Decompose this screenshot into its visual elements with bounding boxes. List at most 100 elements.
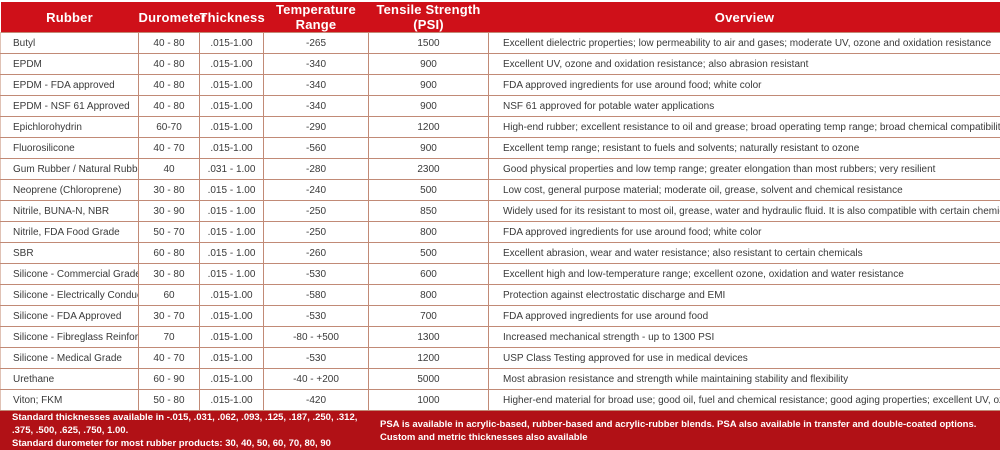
cell-tensile-strength: 2300 [369,159,489,180]
cell-tensile-strength: 800 [369,222,489,243]
cell-durometer: 40 - 70 [139,138,200,159]
cell-thickness: .031 - 1.00 [200,159,264,180]
cell-temperature-range: -580 [264,285,369,306]
cell-tensile-strength: 900 [369,75,489,96]
cell-tensile-strength: 900 [369,96,489,117]
footer-standard-thicknesses: Standard thicknesses available in -.015,… [12,411,372,437]
cell-durometer: 50 - 80 [139,390,200,411]
cell-thickness: .015 - 1.00 [200,222,264,243]
cell-thickness: .015 - 1.00 [200,201,264,222]
cell-thickness: .015-1.00 [200,33,264,54]
cell-tensile-strength: 600 [369,264,489,285]
cell-overview: USP Class Testing approved for use in me… [489,348,1000,369]
cell-temperature-range: -250 [264,222,369,243]
cell-durometer: 40 - 80 [139,75,200,96]
cell-tensile-strength: 1200 [369,117,489,138]
cell-rubber: Urethane [1,369,139,390]
cell-overview: Higher-end material for broad use; good … [489,390,1000,411]
cell-temperature-range: -40 - +200 [264,369,369,390]
cell-rubber: SBR [1,243,139,264]
column-header-overview: Overview [489,2,1000,33]
cell-overview: High-end rubber; excellent resistance to… [489,117,1000,138]
cell-overview: Most abrasion resistance and strength wh… [489,369,1000,390]
cell-rubber: Neoprene (Chloroprene) [1,180,139,201]
cell-thickness: .015-1.00 [200,369,264,390]
cell-durometer: 40 - 70 [139,348,200,369]
cell-durometer: 60-70 [139,117,200,138]
cell-temperature-range: -340 [264,75,369,96]
cell-overview: Increased mechanical strength - up to 13… [489,327,1000,348]
cell-durometer: 60 - 90 [139,369,200,390]
cell-tensile-strength: 700 [369,306,489,327]
cell-thickness: .015-1.00 [200,348,264,369]
cell-rubber: EPDM - FDA approved [1,75,139,96]
cell-temperature-range: -250 [264,201,369,222]
cell-temperature-range: -265 [264,33,369,54]
cell-tensile-strength: 500 [369,243,489,264]
cell-temperature-range: -530 [264,264,369,285]
cell-overview: Low cost, general purpose material; mode… [489,180,1000,201]
cell-durometer: 30 - 80 [139,264,200,285]
cell-thickness: .015-1.00 [200,306,264,327]
cell-durometer: 50 - 70 [139,222,200,243]
table-row: Silicone - Electrically Conductive60.015… [1,285,1000,306]
cell-rubber: Fluorosilicone [1,138,139,159]
cell-overview: FDA approved ingredients for use around … [489,75,1000,96]
cell-temperature-range: -340 [264,96,369,117]
cell-rubber: EPDM - NSF 61 Approved [1,96,139,117]
cell-durometer: 70 [139,327,200,348]
cell-thickness: .015 - 1.00 [200,264,264,285]
cell-tensile-strength: 1500 [369,33,489,54]
cell-temperature-range: -530 [264,306,369,327]
cell-durometer: 40 - 80 [139,54,200,75]
cell-rubber: Gum Rubber / Natural Rubber [1,159,139,180]
cell-durometer: 60 - 80 [139,243,200,264]
cell-durometer: 30 - 80 [139,180,200,201]
column-header-durometer: Durometer [139,2,200,33]
cell-rubber: Nitrile, BUNA-N, NBR [1,201,139,222]
cell-overview: Widely used for its resistant to most oi… [489,201,1000,222]
cell-durometer: 40 - 80 [139,33,200,54]
cell-tensile-strength: 850 [369,201,489,222]
cell-tensile-strength: 5000 [369,369,489,390]
cell-temperature-range: -340 [264,54,369,75]
cell-thickness: .015-1.00 [200,285,264,306]
materials-table: Rubber Durometer Thickness Temperature R… [0,2,1000,411]
column-header-tensile-strength: Tensile Strength (PSI) [369,2,489,33]
cell-thickness: .015 - 1.00 [200,243,264,264]
cell-overview: Excellent high and low-temperature range… [489,264,1000,285]
cell-temperature-range: -260 [264,243,369,264]
cell-rubber: Silicone - Fibreglass Reinforced [1,327,139,348]
cell-tensile-strength: 900 [369,54,489,75]
cell-thickness: .015-1.00 [200,75,264,96]
cell-rubber: Silicone - FDA Approved [1,306,139,327]
cell-thickness: .015-1.00 [200,138,264,159]
cell-durometer: 30 - 90 [139,201,200,222]
column-header-rubber: Rubber [1,2,139,33]
cell-durometer: 40 [139,159,200,180]
cell-rubber: Butyl [1,33,139,54]
cell-thickness: .015-1.00 [200,390,264,411]
cell-thickness: .015-1.00 [200,117,264,138]
table-header: Rubber Durometer Thickness Temperature R… [1,2,1000,33]
footer-psa-notes: PSA is available in acrylic-based, rubbe… [372,418,976,444]
footer-psa-availability: PSA is available in acrylic-based, rubbe… [380,418,976,431]
cell-overview: FDA approved ingredients for use around … [489,222,1000,243]
cell-overview: Protection against electrostatic dischar… [489,285,1000,306]
cell-rubber: EPDM [1,54,139,75]
cell-tensile-strength: 800 [369,285,489,306]
cell-temperature-range: -290 [264,117,369,138]
